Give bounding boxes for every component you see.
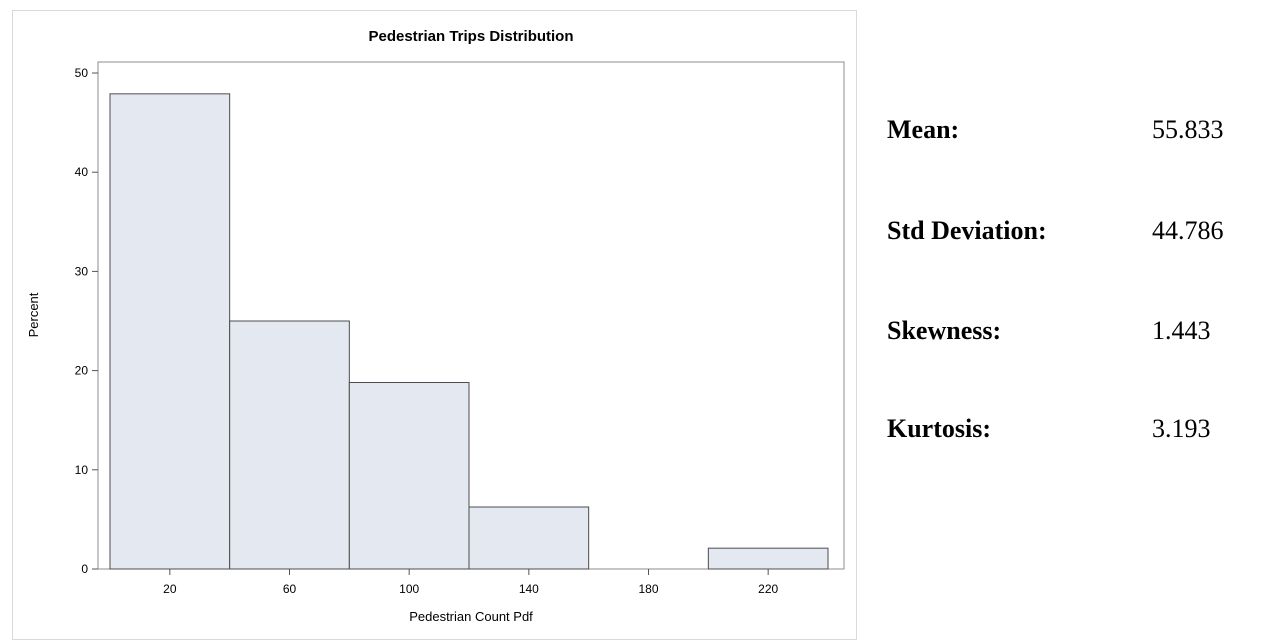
x-axis: 20 60 100 140 180 220 [163, 569, 778, 596]
stat-label-std-deviation: Std Deviation: [887, 216, 1047, 245]
stat-value-std-deviation: 44.786 [1152, 216, 1224, 245]
histogram-chart: Pedestrian Trips Distribution 0 10 20 30 40 5… [26, 28, 845, 624]
x-tick-label-100: 100 [399, 582, 419, 596]
histogram-bar-5 [707, 547, 829, 570]
x-tick-label-60: 60 [283, 582, 297, 596]
bars-group [109, 93, 829, 570]
stat-label-mean: Mean: [887, 115, 960, 144]
stat-value-mean: 55.833 [1152, 115, 1224, 144]
stat-row-mean: Mean: 55.833 [887, 115, 1266, 151]
x-tick-label-180: 180 [638, 582, 658, 596]
y-axis-label: Percent [26, 292, 41, 337]
histogram-bar-3 [468, 506, 590, 570]
histogram-bar-0 [109, 93, 231, 570]
summary-stats-panel: Mean: 55.833 Std Deviation: 44.786 Skewn… [887, 0, 1266, 642]
y-tick-label-40: 40 [75, 165, 89, 179]
x-tick-label-20: 20 [163, 582, 177, 596]
x-axis-label: Pedestrian Count Pdf [409, 609, 533, 624]
stat-value-kurtosis: 3.193 [1152, 414, 1211, 443]
y-tick-label-20: 20 [75, 364, 89, 378]
stat-row-std-deviation: Std Deviation: 44.786 [887, 216, 1266, 252]
y-tick-label-10: 10 [75, 463, 89, 477]
stat-label-kurtosis: Kurtosis: [887, 414, 991, 443]
stat-row-skewness: Skewness: 1.443 [887, 316, 1266, 352]
y-tick-label-30: 30 [75, 264, 89, 278]
histogram-bar-1 [229, 320, 350, 570]
stat-value-skewness: 1.443 [1152, 316, 1211, 345]
y-tick-label-0: 0 [81, 562, 88, 576]
histogram-bar-2 [348, 382, 470, 570]
y-tick-label-50: 50 [75, 66, 89, 80]
stat-row-kurtosis: Kurtosis: 3.193 [887, 414, 1266, 450]
histogram-panel: Pedestrian Trips Distribution 0 10 20 30 40 5… [12, 10, 857, 640]
y-axis: 0 10 20 30 40 50 [75, 66, 98, 576]
x-tick-label-220: 220 [758, 582, 778, 596]
stat-label-skewness: Skewness: [887, 316, 1002, 345]
chart-title: Pedestrian Trips Distribution [368, 28, 573, 45]
x-tick-label-140: 140 [519, 582, 539, 596]
